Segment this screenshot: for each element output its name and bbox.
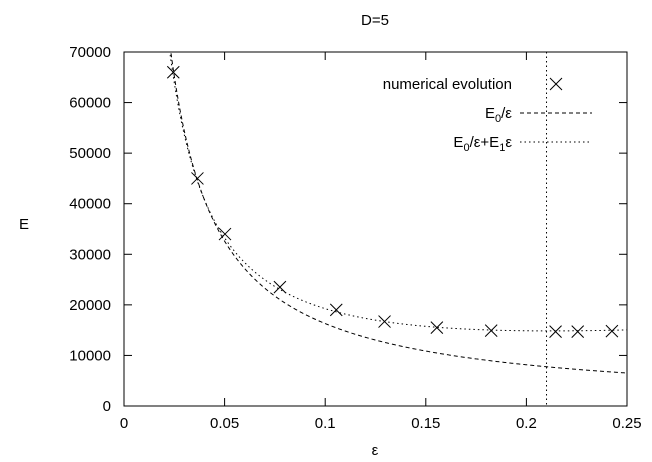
x-tick-label: 0.15	[411, 415, 440, 432]
chart-title: D=5	[361, 12, 389, 29]
x-tick-label: 0.05	[210, 415, 239, 432]
data-point-marker	[484, 324, 498, 338]
y-tick-label: 50000	[69, 145, 111, 162]
data-point-marker	[329, 303, 343, 317]
legend-label-numerical-evolution: numerical evolution	[383, 76, 512, 93]
series-line-e0-over-eps	[170, 53, 628, 374]
legend: numerical evolution E0/ε E0/ε+E1ε	[383, 76, 592, 154]
y-tick-label: 10000	[69, 347, 111, 364]
data-point-marker	[273, 280, 287, 294]
x-tick-label: 0.1	[315, 415, 336, 432]
data-point-marker	[430, 321, 444, 334]
plot-frame	[123, 51, 628, 407]
legend-label-e0-over-eps: E0/ε	[485, 105, 512, 125]
series-line-e0-over-eps-plus-e1-eps	[169, 54, 628, 332]
legend-label-e0-over-eps-plus-e1-eps: E0/ε+E1ε	[453, 134, 512, 154]
data-point-marker	[191, 172, 204, 185]
y-tick-label: 40000	[69, 196, 111, 213]
y-tick-label: 70000	[69, 44, 111, 61]
data-point-marker	[166, 65, 180, 79]
y-tick-label: 30000	[69, 246, 111, 263]
y-tick-label: 60000	[69, 95, 111, 112]
x-axis: 0 0.05 0.1 0.15 0.2 0.25	[120, 52, 642, 432]
legend-marker-x	[549, 77, 563, 91]
y-axis: 0 10000 20000 30000 40000 50000 60000 70000	[69, 44, 627, 415]
series-markers	[166, 65, 619, 339]
data-point-marker	[218, 227, 232, 241]
y-tick-label: 0	[103, 398, 111, 415]
series-curves	[169, 52, 628, 406]
y-tick-label: 20000	[69, 297, 111, 314]
y-axis-label: E	[19, 216, 29, 233]
x-axis-label: ε	[372, 442, 379, 459]
plot-area-border	[123, 51, 628, 407]
data-point-marker	[549, 325, 562, 339]
x-tick-label: 0.25	[612, 415, 641, 432]
data-point-marker	[378, 315, 391, 328]
x-tick-label: 0	[120, 415, 128, 432]
data-point-marker	[605, 324, 619, 338]
x-tick-label: 0.2	[516, 415, 537, 432]
data-point-marker	[571, 325, 585, 339]
